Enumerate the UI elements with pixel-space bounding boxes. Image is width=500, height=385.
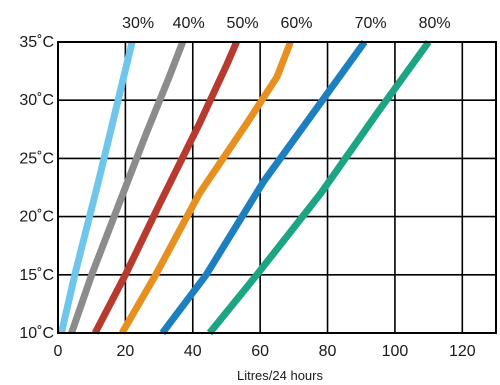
series-labels: 30% 40% 50% 60% 70% 80% (122, 15, 451, 32)
series-label: 30% (122, 15, 154, 32)
x-axis-label: Litres/24 hours (237, 368, 323, 383)
x-tick-label: 60 (251, 343, 269, 360)
y-tick-label: 25˚C (19, 150, 54, 167)
plot-frame (57, 41, 497, 334)
x-tick-label: 0 (54, 343, 63, 360)
y-tick-labels: 10˚C 15˚C 20˚C 25˚C 30˚C 35˚C (19, 34, 54, 342)
x-tick-label: 40 (184, 343, 202, 360)
series-line-50pct (91, 40, 240, 335)
series-line-60pct (118, 40, 294, 335)
series-label: 70% (355, 15, 387, 32)
series-line-80pct (206, 39, 432, 336)
series-line-40pct (68, 40, 186, 335)
x-tick-label: 120 (449, 343, 476, 360)
y-tick-label: 35˚C (19, 34, 54, 51)
vertical-gridlines (124, 42, 464, 333)
x-tick-label: 20 (116, 343, 134, 360)
y-tick-label: 10˚C (19, 325, 54, 342)
x-tick-label: 100 (382, 343, 409, 360)
y-tick-label: 30˚C (19, 92, 54, 109)
y-tick-label: 15˚C (19, 267, 54, 284)
series-label: 40% (173, 15, 205, 32)
series-label: 80% (419, 15, 451, 32)
y-tick-label: 20˚C (19, 209, 54, 226)
x-tick-label: 80 (319, 343, 337, 360)
x-tick-labels: 0 20 40 60 80 100 120 (54, 343, 476, 360)
series-line-70pct (159, 39, 368, 336)
series-label: 50% (227, 15, 259, 32)
series-lines (57, 39, 432, 336)
series-label: 60% (280, 15, 312, 32)
series-line-30pct (57, 41, 136, 334)
